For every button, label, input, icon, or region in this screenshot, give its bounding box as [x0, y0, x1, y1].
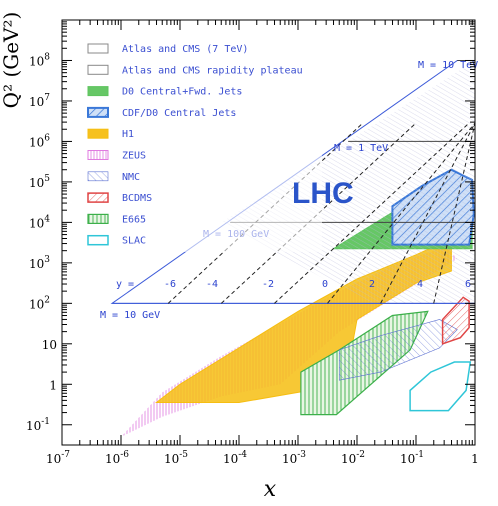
x-tick-label: 10-2 [341, 450, 365, 466]
lhc-label: LHC [292, 177, 354, 210]
mass-label: M = 10 TeV [418, 60, 478, 71]
legend-label: NMC [122, 172, 140, 183]
rapidity-line [380, 122, 476, 304]
mass-label: M = 1 TeV [334, 143, 388, 154]
legend-swatch [87, 128, 109, 139]
rapidity-label: -2 [262, 279, 274, 290]
y-tick-label: 1 [49, 378, 57, 392]
x-tick-label: 10-1 [400, 450, 424, 466]
legend-swatch [87, 64, 109, 75]
region-slac [409, 361, 472, 412]
rapidity-prefix: y = [116, 279, 134, 290]
legend-label: H1 [122, 129, 134, 140]
legend-label: BCDMS [122, 193, 152, 204]
legend-background [82, 34, 322, 252]
legend-swatch [87, 86, 109, 97]
y-axis-title: Q² (GeV²) [0, 12, 23, 109]
legend-swatch [87, 213, 109, 224]
x-tick-label: 10-7 [46, 450, 70, 466]
legend-label: E665 [122, 214, 146, 225]
legend-label: ZEUS [122, 151, 146, 162]
axes-frame [61, 19, 476, 446]
region-bcdms [441, 296, 470, 345]
x-tick-label: 10-3 [282, 450, 306, 466]
legend-swatch [87, 150, 109, 160]
x-tick-label: 10-5 [164, 450, 188, 466]
y-tick-label: 108 [29, 52, 50, 68]
y-tick-label: 102 [29, 295, 50, 311]
y-tick-label: 10 [42, 338, 57, 352]
y-tick-label: 106 [29, 133, 50, 149]
legend-swatch [87, 106, 109, 118]
y-tick-label: 103 [29, 255, 50, 271]
rapidity-line [433, 122, 476, 304]
legend-label: Atlas and CMS rapidity plateau [122, 65, 303, 76]
y-tick-label: 104 [29, 214, 50, 230]
y-tick-label: 107 [29, 93, 50, 109]
legend-swatch [87, 192, 109, 203]
y-tick-label: 105 [29, 174, 50, 190]
legend-swatch [87, 43, 109, 54]
rapidity-label: 0 [322, 279, 328, 290]
legend-label: Atlas and CMS (7 TeV) [122, 44, 248, 55]
legend-swatch [87, 171, 109, 182]
y-tick-label: 10-1 [26, 417, 50, 433]
legend-label: D0 Central+Fwd. Jets [122, 87, 242, 98]
tick-labels: 10-7 10-6 10-5 10-4 10-3 10-2 10-1 1 10-1 1 10 102 1… [26, 52, 479, 466]
x-axis-title: x [264, 477, 277, 502]
rapidity-label: 6 [465, 279, 471, 290]
rapidity-line [167, 122, 364, 304]
rapidity-line [327, 122, 476, 304]
mass-label: M = 10 GeV [100, 310, 160, 321]
rapidity-label: -4 [206, 279, 218, 290]
legend-label: CDF/D0 Central Jets [122, 108, 236, 119]
plot-frame [61, 19, 476, 446]
legend: Atlas and CMS (7 TeV) Atlas and CMS rapid… [82, 34, 322, 252]
rapidity-label: -6 [164, 279, 176, 290]
rapidity-line [220, 122, 417, 304]
rapidity-line [274, 122, 470, 304]
rapidity-label: 4 [417, 279, 423, 290]
legend-label: SLAC [122, 236, 146, 247]
legend-swatch [87, 234, 109, 246]
rapidity-label: 2 [369, 279, 375, 290]
x-tick-label: 1 [471, 452, 479, 466]
x-tick-label: 10-4 [223, 450, 247, 466]
x-tick-label: 10-6 [105, 450, 129, 466]
